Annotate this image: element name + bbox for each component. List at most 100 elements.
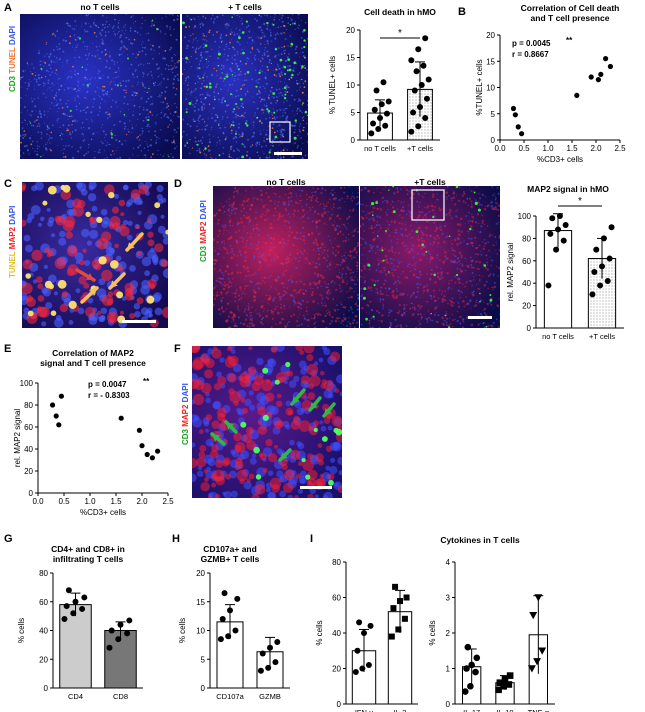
data-point (547, 230, 554, 237)
data-point (53, 413, 59, 419)
stain-label-part: DAPI (8, 205, 17, 225)
p-value: p = 0.0045 (512, 39, 551, 48)
panel-label-c: C (4, 178, 12, 190)
data-point (529, 611, 538, 620)
chart-title: signal and T cell presence (40, 358, 146, 368)
x-axis-label: %CD3+ cells (537, 155, 583, 164)
stain-label-part: DAPI (8, 25, 17, 46)
data-point (375, 126, 382, 132)
data-point (591, 269, 598, 275)
y-tick-label: 5 (351, 109, 356, 118)
data-point (56, 422, 62, 428)
data-point (473, 654, 481, 662)
data-point (562, 221, 569, 228)
y-tick-label: 80 (332, 558, 341, 567)
stain-label-f: CD3 MAP2 DAPI (181, 383, 190, 445)
micrograph-c-zoom (22, 182, 168, 328)
data-point (354, 647, 361, 654)
y-tick-label: 60 (332, 594, 341, 603)
stain-label-part: MAP2 (199, 219, 208, 244)
category-label: GZMB (259, 692, 281, 701)
y-axis-label: rel. MAP2 signal (506, 243, 515, 301)
y-tick-label: 3 (446, 594, 451, 603)
data-point (467, 682, 474, 690)
panel-label-f: F (174, 343, 181, 355)
category-label: IL-2 (394, 708, 407, 712)
y-tick-label: 20 (196, 569, 205, 578)
data-point (556, 213, 563, 219)
stain-label-c: TUNEL MAP2 DAPI (8, 206, 17, 278)
stain-label-a: CD3 TUNEL DAPI (8, 26, 17, 92)
significance-marker: * (398, 28, 402, 39)
x-tick-label: 2.0 (136, 497, 148, 506)
data-point (588, 74, 594, 80)
data-point (600, 235, 607, 242)
x-tick-label: 0.0 (494, 144, 506, 153)
data-point (545, 282, 552, 289)
data-point (274, 639, 281, 645)
data-point (598, 71, 604, 77)
chart-cytokines-il17-il10-tnf: 0 1 2 3 4 IL-17 IL-10 TNF-α % cells (428, 558, 555, 712)
data-point (232, 627, 239, 634)
micrograph-f-zoom (192, 346, 342, 498)
data-point (108, 627, 115, 634)
data-point (106, 644, 113, 651)
data-point (144, 451, 150, 458)
micrograph-title-plus-t-cells-a: + T cells (228, 2, 262, 12)
data-point (608, 224, 615, 231)
data-point (512, 112, 518, 118)
category-label: +T cells (407, 144, 433, 153)
data-point (272, 659, 279, 666)
data-point (368, 130, 375, 137)
data-point (408, 128, 415, 135)
data-point (126, 617, 133, 624)
data-point (538, 647, 547, 655)
data-point (388, 633, 395, 640)
x-tick-label: 2.5 (614, 144, 626, 153)
data-point (361, 630, 367, 636)
data-point (527, 665, 536, 673)
data-point (420, 62, 427, 69)
data-point (136, 427, 142, 433)
data-point (533, 658, 542, 666)
x-tick-label: 0.5 (58, 497, 70, 506)
stain-label-part: MAP2 (181, 402, 190, 427)
chart-cell-death: Cell death in hMO 0 5 10 15 20 no T cells +T ce… (328, 7, 440, 153)
data-point (595, 77, 601, 83)
y-axis-label: % TUNEL+ cells (328, 56, 337, 114)
data-point (423, 95, 430, 102)
y-tick-label: 60 (39, 598, 48, 607)
data-point (501, 675, 509, 683)
y-tick-label: 20 (346, 26, 355, 35)
data-point (397, 598, 403, 605)
data-point (549, 215, 556, 222)
chart-title: Cell death in hMO (364, 7, 436, 17)
p-value: p = 0.0047 (88, 380, 127, 389)
panel-label-a: A (4, 2, 12, 14)
data-point (377, 115, 383, 121)
stain-label-part: TUNEL (8, 249, 17, 278)
data-point (117, 621, 124, 628)
data-point (417, 104, 423, 110)
category-label: TNF-α (528, 708, 550, 712)
data-point (378, 101, 385, 108)
data-point (463, 665, 470, 672)
data-point (603, 56, 609, 62)
y-tick-label: 100 (518, 212, 532, 221)
y-tick-label: 80 (24, 401, 33, 410)
y-tick-label: 1 (446, 665, 451, 674)
stain-label-d: CD3 MAP2 DAPI (199, 200, 208, 262)
data-point (425, 76, 432, 83)
data-point (597, 282, 604, 289)
x-tick-label: 1.0 (84, 497, 96, 506)
data-point (505, 681, 513, 688)
data-point (390, 605, 397, 612)
chart-title: CD107a+ and (203, 544, 257, 554)
y-axis-label: rel. MAP2 signal (13, 409, 22, 467)
data-point (219, 616, 226, 622)
y-tick-label: 10 (346, 81, 355, 90)
y-axis-label: % cells (17, 618, 26, 643)
chart-title: infiltrating T cells (53, 554, 124, 564)
data-point (604, 277, 611, 284)
